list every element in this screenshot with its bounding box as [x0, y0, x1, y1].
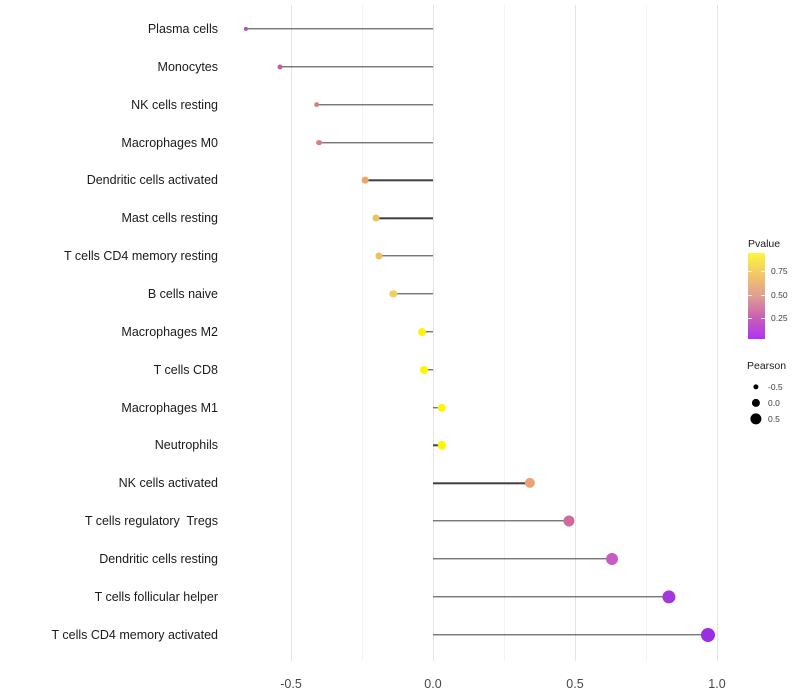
x-tick-label: 0.0: [424, 677, 442, 691]
pvalue-tickmark: [748, 294, 752, 296]
row-label: Macrophages M1: [121, 400, 218, 415]
lollipop-dot: [389, 290, 397, 298]
pearson-legend-label: -0.5: [768, 382, 783, 392]
pearson-legend-label: 0.0: [768, 398, 780, 408]
pvalue-tick-label: 0.50: [771, 289, 788, 300]
row-label: Dendritic cells resting: [99, 551, 218, 566]
lollipop-stem: [433, 444, 442, 447]
row-label: Plasma cells: [147, 22, 218, 36]
pvalue-tickmark: [761, 294, 765, 296]
lollipop-stem: [424, 368, 433, 371]
row-label: Mast cells resting: [121, 211, 218, 226]
minor-gridline: [503, 5, 505, 661]
row-label: Macrophages M0: [121, 135, 218, 150]
row-label: T cells CD4 memory activated: [51, 627, 219, 642]
lollipop-stem: [433, 406, 442, 409]
lollipop-dot: [361, 177, 369, 184]
lollipop-dot: [375, 252, 383, 260]
lollipop-dot: [437, 441, 446, 450]
major-gridline: [432, 5, 434, 661]
lollipop-stem: [433, 558, 612, 560]
lollipop-dot: [420, 365, 429, 374]
row-label: NK cells resting: [131, 97, 218, 112]
lollipop-dot: [316, 139, 323, 146]
lollipop-dot: [372, 214, 380, 222]
pvalue-tickmark: [761, 317, 765, 319]
row-label: T cells CD4 memory resting: [64, 249, 218, 264]
minor-gridline: [645, 5, 647, 661]
lollipop-dot: [605, 552, 618, 565]
pvalue-tickmark: [748, 271, 752, 273]
pvalue-tick-label: 0.25: [771, 312, 788, 323]
row-label: Neutrophils: [154, 438, 218, 453]
lollipop-stem: [319, 141, 433, 144]
row-label: Dendritic cells activated: [86, 173, 218, 188]
lollipop-dot: [277, 64, 283, 70]
row-label: Macrophages M2: [121, 324, 218, 339]
row-label: T cells CD8: [153, 362, 218, 377]
pearson-legend-dot: [750, 413, 762, 425]
row-label: T cells follicular helper: [94, 589, 218, 604]
pearson-legend-label: 0.5: [768, 414, 780, 424]
lollipop-dot: [417, 327, 426, 336]
lollipop-stem: [433, 596, 669, 598]
pearson-legend-title: Pearson: [747, 360, 787, 372]
lollipop-dot: [243, 26, 248, 32]
lollipop-dot: [701, 627, 716, 642]
lollipop-stem: [245, 28, 433, 30]
lollipop-stem: [376, 217, 433, 219]
lollipop-stem: [364, 179, 433, 182]
lollipop-dot: [563, 515, 575, 527]
pvalue-colorbar: [748, 253, 765, 339]
row-label: Monocytes: [157, 59, 218, 74]
row-label: T cells regulatory Tregs: [84, 514, 218, 529]
x-tick-label: 1.0: [708, 677, 726, 691]
minor-gridline: [361, 5, 363, 661]
row-label: B cells naive: [147, 286, 218, 301]
lollipop-stem: [279, 66, 433, 68]
lollipop-stem: [421, 331, 433, 333]
major-gridline: [716, 5, 718, 661]
lollipop-stem: [433, 633, 709, 636]
major-gridline: [574, 5, 576, 661]
lollipop-stem: [433, 520, 570, 522]
lollipop-stem: [379, 255, 433, 257]
row-label: NK cells activated: [118, 476, 218, 491]
pearson-legend-dot: [751, 398, 761, 408]
x-tick-label: 0.5: [566, 677, 584, 691]
pvalue-tick-label: 0.75: [771, 266, 788, 277]
pvalue-tickmark: [761, 271, 765, 273]
lollipop-stem: [393, 293, 433, 295]
lollipop-dot: [437, 403, 446, 412]
lollipop-stem: [433, 482, 530, 484]
major-gridline: [290, 5, 292, 661]
pvalue-tickmark: [748, 317, 752, 319]
lollipop-dot: [313, 101, 320, 108]
lollipop-stem: [316, 103, 433, 106]
pvalue-legend-title: Pvalue: [748, 238, 781, 250]
lollipop-dot: [524, 478, 535, 489]
pearson-legend-dot: [753, 384, 759, 390]
x-tick-label: -0.5: [280, 677, 302, 691]
lollipop-dot: [662, 590, 676, 604]
